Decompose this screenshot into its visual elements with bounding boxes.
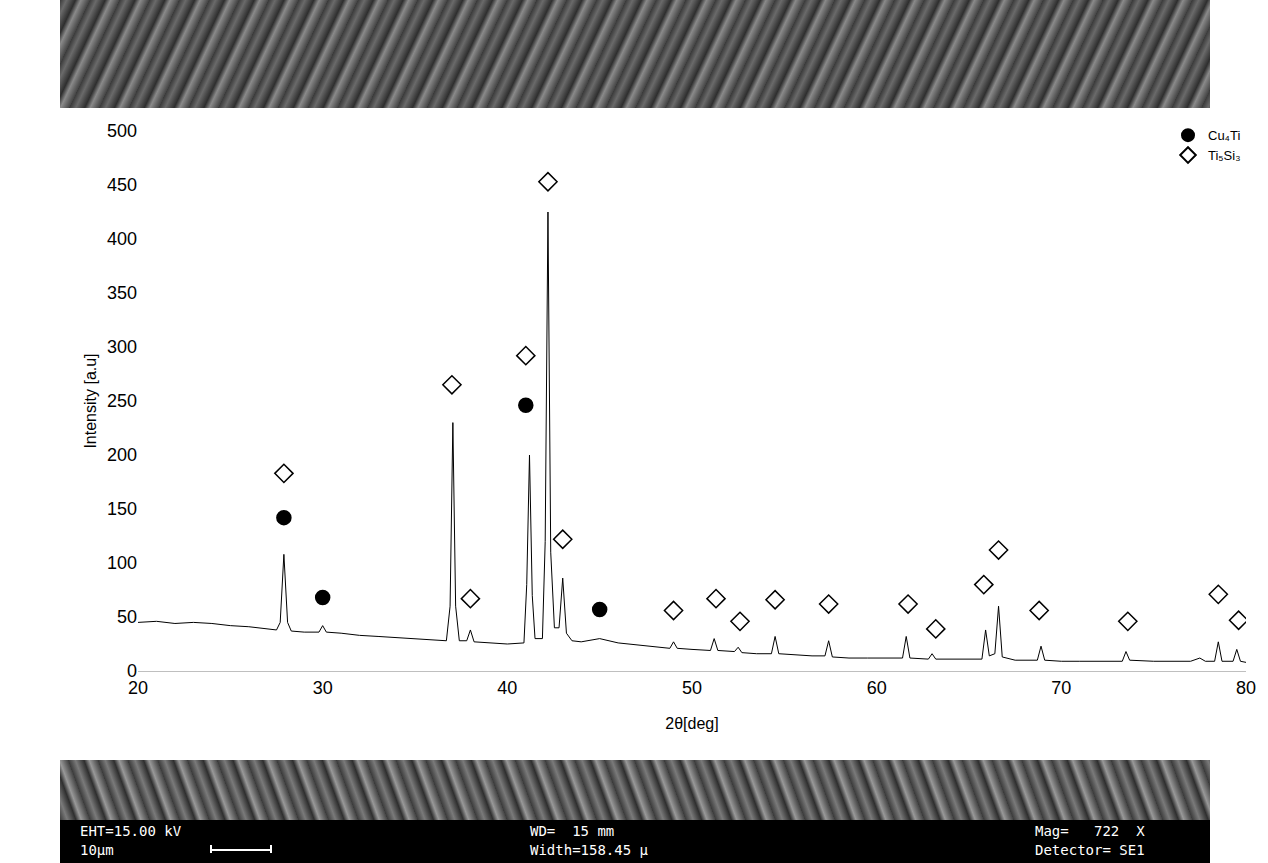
- svg-text:2θ[deg]: 2θ[deg]: [665, 715, 718, 732]
- svg-text:50: 50: [117, 607, 137, 627]
- svg-text:40: 40: [497, 678, 517, 698]
- svg-text:60: 60: [867, 678, 887, 698]
- svg-text:450: 450: [107, 175, 137, 195]
- html-text:WD= 15 mm: WD= 15 mm: [530, 823, 615, 839]
- svg-text:200: 200: [107, 445, 137, 465]
- svg-text:500: 500: [107, 121, 137, 141]
- html-text:Mag= 722 X: Mag= 722 X: [1035, 823, 1145, 839]
- svg-text:Cu₄Ti: Cu₄Ti: [1208, 128, 1240, 143]
- svg-text:250: 250: [107, 391, 137, 411]
- html-text:EHT=15.00 kV: EHT=15.00 kV: [80, 823, 182, 839]
- svg-text:50: 50: [682, 678, 702, 698]
- svg-text:100: 100: [107, 553, 137, 573]
- svg-text:70: 70: [1051, 678, 1071, 698]
- html-text:Width=158.45 µ: Width=158.45 µ: [530, 842, 648, 858]
- html-text:10µm: 10µm: [80, 842, 114, 858]
- svg-text:150: 150: [107, 499, 137, 519]
- svg-text:0: 0: [127, 661, 137, 681]
- svg-text:30: 30: [313, 678, 333, 698]
- svg-text:350: 350: [107, 283, 137, 303]
- svg-text:20: 20: [128, 678, 148, 698]
- svg-text:300: 300: [107, 337, 137, 357]
- svg-text:400: 400: [107, 229, 137, 249]
- svg-text:Ti₅Si₃: Ti₅Si₃: [1208, 148, 1240, 163]
- svg-text:Intensity [a.u]: Intensity [a.u]: [82, 353, 99, 448]
- html-text:Detector= SE1: Detector= SE1: [1035, 842, 1145, 858]
- svg-text:80: 80: [1236, 678, 1256, 698]
